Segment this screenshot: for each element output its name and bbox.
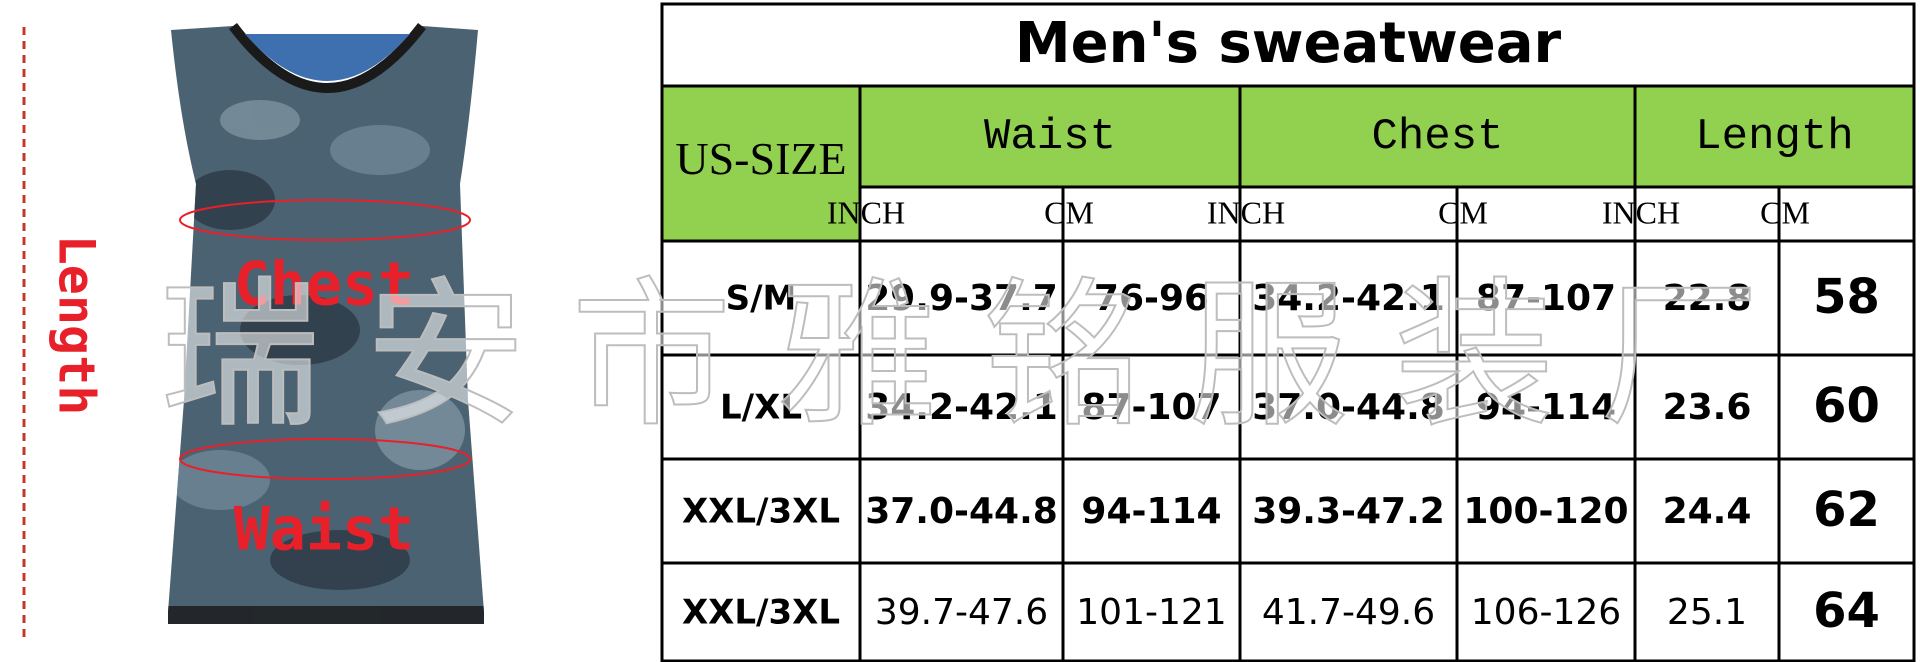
value-cell: 39.3-47.2 (1252, 491, 1445, 532)
group-header: Chest (1371, 112, 1503, 162)
value-cell: 87-107 (1081, 387, 1221, 428)
header-background (662, 86, 1914, 187)
unit-header: INCH (827, 194, 905, 230)
value-cell: 37.0-44.8 (1252, 387, 1445, 428)
group-header: Waist (984, 112, 1116, 162)
waist-ellipse (179, 438, 471, 480)
size-cell: S/M (726, 279, 797, 319)
value-cell: 100-120 (1463, 491, 1628, 532)
chest-ellipse (179, 199, 471, 241)
table-title: Men's sweatwear (1015, 11, 1562, 76)
waist-label: Waist (234, 495, 415, 565)
value-cell: 58 (1813, 269, 1880, 325)
length-label: Length (48, 235, 106, 416)
table-border (660, 2, 1916, 662)
value-cell: 22.8 (1663, 278, 1752, 319)
product-illustration: Length Chest Waist (22, 22, 484, 637)
value-cell: 62 (1813, 482, 1880, 538)
vest (168, 22, 484, 624)
value-cell: 37.0-44.8 (865, 491, 1058, 532)
value-cell: 64 (1813, 583, 1880, 639)
chest-label: Chest (234, 250, 415, 320)
unit-header: INCH (1602, 194, 1680, 230)
value-cell: 24.4 (1663, 491, 1752, 532)
value-cell: 34.2-42.1 (1252, 278, 1445, 319)
size-cell: XXL/3XL (682, 593, 840, 633)
group-header: Length (1695, 112, 1853, 162)
value-cell: 39.7-47.6 (875, 592, 1048, 633)
size-table: Men's sweatwear US-SIZE Waist Chest Length IN… (660, 2, 1916, 662)
value-cell: 25.1 (1667, 592, 1747, 633)
value-cell: 60 (1813, 378, 1880, 434)
size-cell: XXL/3XL (682, 492, 840, 532)
value-cell: 29.9-37.7 (865, 278, 1058, 319)
unit-header: CM (1438, 194, 1488, 230)
value-cell: 87-107 (1476, 278, 1616, 319)
value-cell: 76-96 (1094, 278, 1209, 319)
value-cell: 41.7-49.6 (1262, 592, 1435, 633)
value-cell: 94-114 (1476, 387, 1616, 428)
size-cell: L/XL (720, 388, 802, 428)
value-cell: 106-126 (1471, 592, 1621, 633)
value-cell: 101-121 (1076, 592, 1226, 633)
unit-header: INCH (1207, 194, 1285, 230)
size-header: US-SIZE (675, 133, 846, 184)
value-cell: 23.6 (1663, 387, 1752, 428)
unit-header: CM (1044, 194, 1094, 230)
unit-header: CM (1760, 194, 1810, 230)
size-header-background (662, 187, 860, 241)
value-cell: 94-114 (1081, 491, 1221, 532)
value-cell: 34.2-42.1 (865, 387, 1058, 428)
